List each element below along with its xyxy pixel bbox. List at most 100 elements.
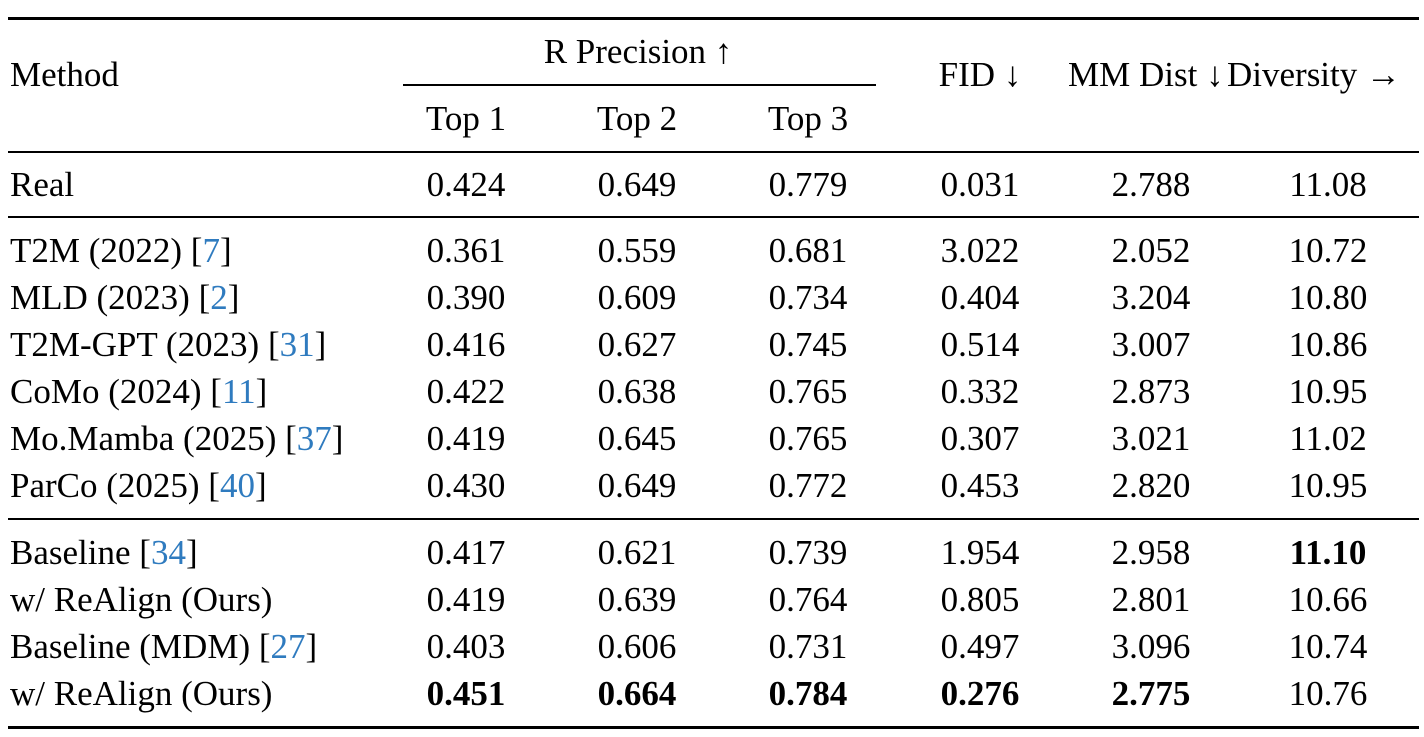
cell-mm: 3.096 bbox=[1111, 627, 1191, 666]
cell-mm: 2.775 bbox=[1111, 674, 1191, 713]
cell-mm: 2.873 bbox=[1111, 372, 1191, 411]
cell-top2: 0.638 bbox=[597, 372, 677, 411]
method-name: MLD (2023) [ bbox=[10, 278, 211, 317]
citation-link[interactable]: 2 bbox=[210, 278, 228, 317]
cell-top3: 0.734 bbox=[768, 278, 848, 317]
citation-bracket: ] bbox=[219, 231, 232, 270]
cell-div: 11.10 bbox=[1289, 533, 1367, 572]
cell-div: 10.95 bbox=[1288, 466, 1368, 505]
method-name: Real bbox=[10, 165, 75, 204]
cell-top3: 0.784 bbox=[768, 674, 848, 713]
cell-top2: 0.639 bbox=[597, 580, 677, 619]
citation-bracket: ] bbox=[254, 466, 267, 505]
cell-top2: 0.627 bbox=[597, 325, 677, 364]
citation-link[interactable]: 7 bbox=[202, 231, 220, 270]
cell-top2: 0.621 bbox=[597, 533, 677, 572]
top-rule bbox=[8, 17, 1419, 20]
citation-bracket: ] bbox=[255, 372, 268, 411]
citation-bracket: ] bbox=[185, 533, 198, 572]
method-name: w/ ReAlign (Ours) bbox=[10, 674, 273, 713]
cell-div: 10.74 bbox=[1288, 627, 1368, 666]
method-name: w/ ReAlign (Ours) bbox=[10, 580, 273, 619]
cell-fid: 0.497 bbox=[940, 627, 1020, 666]
cell-mm: 2.958 bbox=[1111, 533, 1191, 572]
cell-top2: 0.664 bbox=[597, 674, 677, 713]
method-name: Baseline (MDM) [ bbox=[10, 627, 271, 666]
cell-div: 10.95 bbox=[1288, 372, 1368, 411]
cell-mm: 3.204 bbox=[1111, 278, 1191, 317]
citation-link[interactable]: 27 bbox=[270, 627, 306, 666]
row-method: Mo.Mamba (2025) [37] bbox=[10, 419, 343, 459]
cell-top1: 0.416 bbox=[426, 325, 506, 364]
r-precision-cmidrule bbox=[403, 84, 876, 86]
row-method: T2M (2022) [7] bbox=[10, 231, 232, 271]
cell-div: 11.02 bbox=[1289, 419, 1367, 458]
baseline-rule bbox=[8, 518, 1419, 520]
cell-div: 10.76 bbox=[1288, 674, 1368, 713]
cell-top3: 0.745 bbox=[768, 325, 848, 364]
header-rule bbox=[8, 151, 1419, 153]
citation-bracket: ] bbox=[331, 419, 344, 458]
cell-mm: 2.820 bbox=[1111, 466, 1191, 505]
citation-bracket: ] bbox=[314, 325, 327, 364]
row-method: Baseline [34] bbox=[10, 533, 198, 573]
cell-fid: 0.276 bbox=[940, 674, 1020, 713]
cell-top3: 0.772 bbox=[768, 466, 848, 505]
row-method: ParCo (2025) [40] bbox=[10, 466, 267, 506]
cell-top3: 0.739 bbox=[768, 533, 848, 572]
cell-mm: 2.052 bbox=[1111, 231, 1191, 270]
cell-top2: 0.645 bbox=[597, 419, 677, 458]
method-name: Baseline [ bbox=[10, 533, 151, 572]
citation-link[interactable]: 31 bbox=[279, 325, 315, 364]
cell-top3: 0.731 bbox=[768, 627, 848, 666]
cell-top2: 0.609 bbox=[597, 278, 677, 317]
cell-mm: 3.007 bbox=[1111, 325, 1191, 364]
cell-top1: 0.422 bbox=[426, 372, 506, 411]
header-mm-dist: MM Dist ↓ bbox=[1068, 55, 1224, 94]
row-method: w/ ReAlign (Ours) bbox=[10, 674, 272, 714]
cell-div: 10.86 bbox=[1288, 325, 1368, 364]
citation-link[interactable]: 11 bbox=[221, 372, 256, 411]
method-name: T2M (2022) [ bbox=[10, 231, 203, 270]
header-top3: Top 3 bbox=[767, 99, 849, 138]
cell-fid: 0.404 bbox=[940, 278, 1020, 317]
cell-div: 10.72 bbox=[1288, 231, 1368, 270]
header-method: Method bbox=[10, 55, 119, 94]
cell-top1: 0.361 bbox=[426, 231, 506, 270]
cell-top2: 0.559 bbox=[597, 231, 677, 270]
real-rule bbox=[8, 216, 1419, 218]
cell-top3: 0.764 bbox=[768, 580, 848, 619]
header-top1: Top 1 bbox=[425, 99, 507, 138]
cell-fid: 0.307 bbox=[940, 419, 1020, 458]
cell-top1: 0.451 bbox=[426, 674, 506, 713]
method-name: T2M-GPT (2023) [ bbox=[10, 325, 280, 364]
citation-bracket: ] bbox=[305, 627, 318, 666]
cell-top1: 0.390 bbox=[426, 278, 506, 317]
header-top2: Top 2 bbox=[596, 99, 678, 138]
cell-top2: 0.649 bbox=[597, 165, 677, 204]
cell-div: 11.08 bbox=[1289, 165, 1367, 204]
cell-fid: 0.332 bbox=[940, 372, 1020, 411]
cell-fid: 0.514 bbox=[940, 325, 1020, 364]
cell-fid: 0.031 bbox=[940, 165, 1020, 204]
cell-top2: 0.606 bbox=[597, 627, 677, 666]
cell-top3: 0.681 bbox=[768, 231, 848, 270]
cell-top3: 0.765 bbox=[768, 419, 848, 458]
cell-top3: 0.765 bbox=[768, 372, 848, 411]
cell-mm: 2.788 bbox=[1111, 165, 1191, 204]
cell-top1: 0.419 bbox=[426, 419, 506, 458]
citation-link[interactable]: 34 bbox=[150, 533, 186, 572]
method-name: ParCo (2025) [ bbox=[10, 466, 220, 505]
citation-link[interactable]: 40 bbox=[219, 466, 255, 505]
cell-div: 10.80 bbox=[1288, 278, 1368, 317]
header-r-precision: R Precision ↑ bbox=[543, 32, 733, 71]
cell-mm: 3.021 bbox=[1111, 419, 1191, 458]
cell-mm: 2.801 bbox=[1111, 580, 1191, 619]
citation-link[interactable]: 37 bbox=[296, 419, 332, 458]
row-method: Real bbox=[10, 165, 74, 205]
method-name: CoMo (2024) [ bbox=[10, 372, 222, 411]
cell-fid: 0.805 bbox=[940, 580, 1020, 619]
row-method: w/ ReAlign (Ours) bbox=[10, 580, 272, 620]
row-method: T2M-GPT (2023) [31] bbox=[10, 325, 326, 365]
